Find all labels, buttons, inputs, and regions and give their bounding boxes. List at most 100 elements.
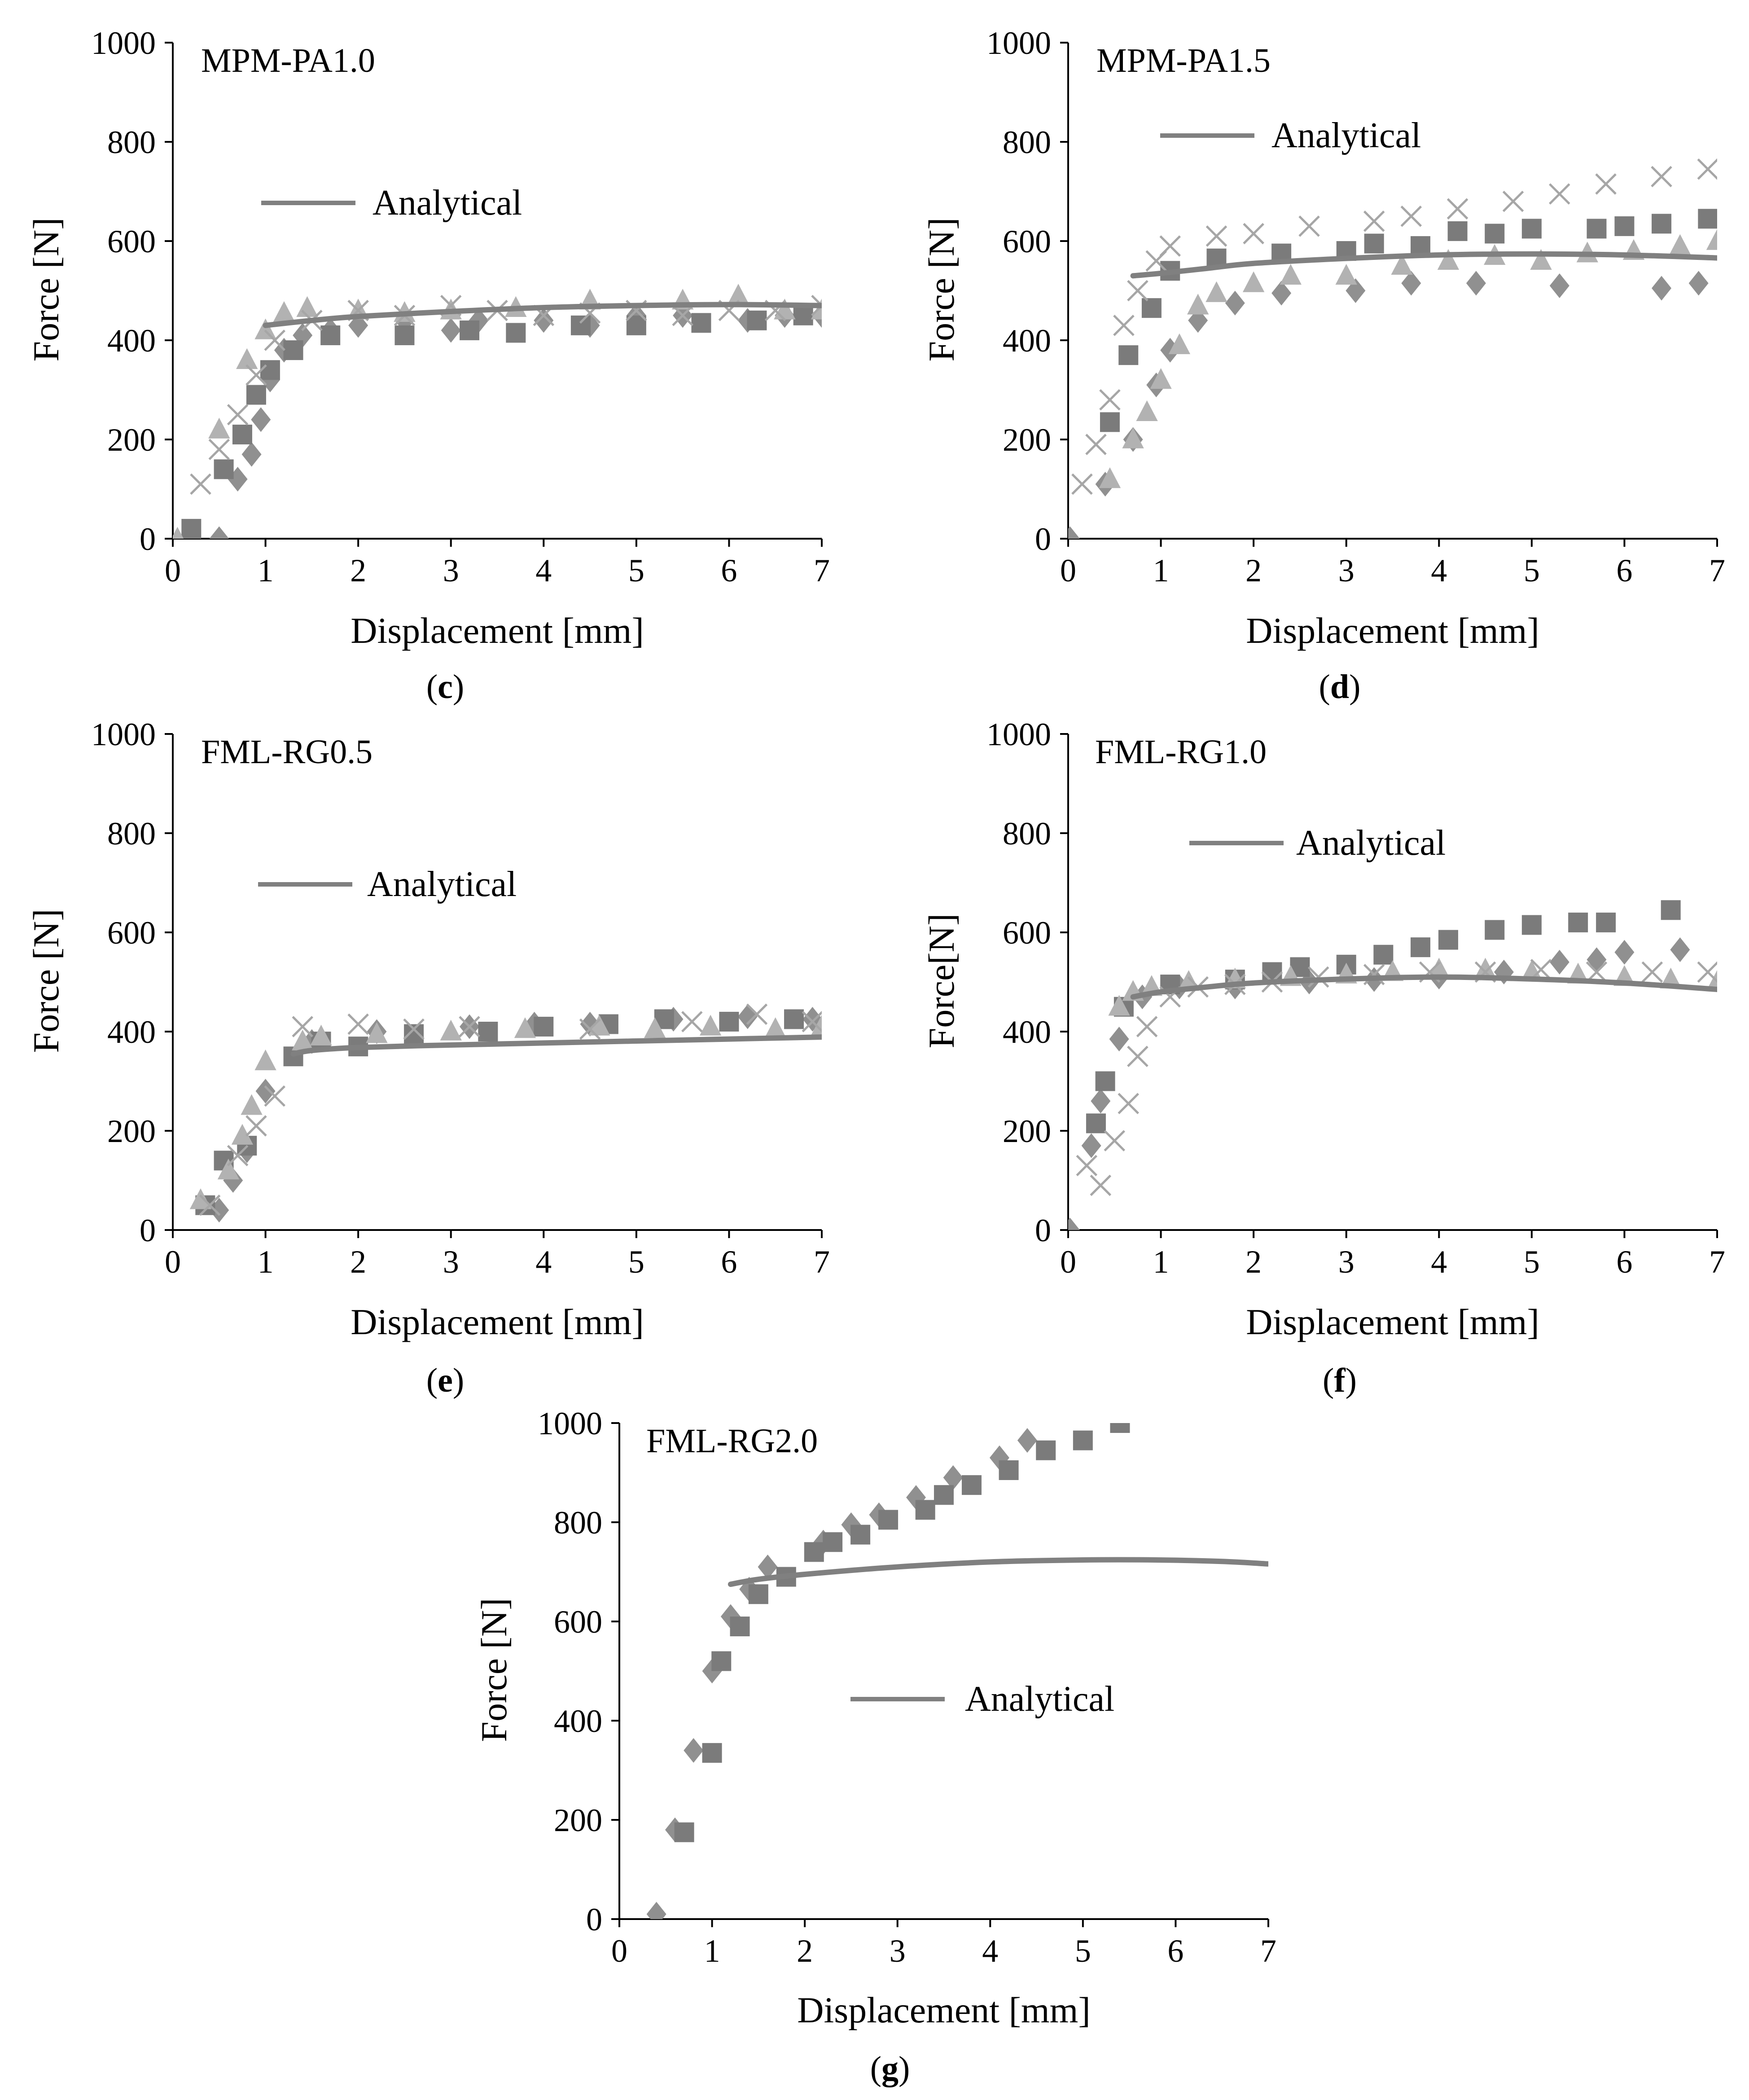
- x-tick-label: 0: [165, 553, 181, 589]
- x-tick-label: 0: [611, 1933, 627, 1969]
- cross-marker: [1104, 1130, 1126, 1151]
- triangle-marker: [440, 1019, 462, 1041]
- y-tick-label: 1000: [986, 716, 1051, 752]
- x-tick-label: 6: [721, 1244, 737, 1280]
- square-marker: [214, 459, 234, 479]
- plot-marks: [173, 284, 822, 539]
- triangle-marker: [1136, 400, 1158, 422]
- diamond-marker: [1466, 271, 1486, 296]
- legend: Analytical: [261, 183, 522, 223]
- triangle-marker: [811, 1015, 822, 1036]
- triangle-marker: [1437, 249, 1460, 270]
- plot-area: 0 1 2 3 4 5 6 7 0 200 400 600 800 1000: [91, 716, 830, 1280]
- square-marker: [1485, 920, 1505, 940]
- square-marker: [1661, 900, 1681, 920]
- square-marker: [747, 310, 767, 330]
- diamond-marker: [1614, 940, 1635, 965]
- y-tick-label: 0: [586, 1902, 602, 1937]
- square-marker: [1447, 221, 1468, 241]
- y-tick-label: 800: [554, 1505, 602, 1541]
- diamond-marker: [1652, 276, 1672, 301]
- x-tick-label: 5: [628, 553, 644, 589]
- y-tick-label: 200: [107, 422, 156, 458]
- diamond-marker: [251, 407, 271, 432]
- cross-marker: [1447, 198, 1468, 220]
- caption-paren-close: ): [1346, 1362, 1357, 1399]
- diamond-marker: [1271, 281, 1292, 306]
- x-tick-label: 5: [1075, 1933, 1091, 1969]
- square-marker: [934, 1485, 954, 1505]
- diamond-marker: [255, 1079, 276, 1104]
- y-axis-title: Force [N]: [921, 217, 962, 361]
- x-tick-label: 5: [1524, 1244, 1540, 1280]
- x-tick-label: 6: [721, 553, 737, 589]
- y-tick-label: 600: [107, 224, 156, 259]
- cross-marker: [1363, 964, 1385, 985]
- triangle-marker: [292, 1029, 314, 1050]
- x-tick-label: 1: [1153, 553, 1169, 589]
- diamond-marker: [1225, 290, 1245, 316]
- diamond-marker: [1549, 273, 1569, 298]
- triangle-marker: [1669, 234, 1691, 255]
- square-marker: [719, 1011, 739, 1032]
- x-tick-label: 7: [814, 553, 830, 589]
- caption-paren-open: (: [1323, 1362, 1334, 1399]
- cross-marker: [459, 1016, 480, 1037]
- x-tick-label: 1: [704, 1933, 720, 1969]
- diamond-marker: [441, 318, 461, 343]
- square-marker: [730, 1617, 750, 1637]
- cross-marker: [1641, 961, 1663, 983]
- x-tick-label: 0: [165, 1244, 181, 1280]
- triangle-marker: [1205, 281, 1227, 302]
- panel-c: 0 1 2 3 4 5 6 7 0 200 400 600 800 1000 MPM-PA1.0 Disp…: [26, 25, 830, 706]
- legend-analytical-label: Analytical: [1271, 116, 1421, 155]
- triangle-marker: [1099, 467, 1121, 488]
- x-tick-label: 3: [1338, 1244, 1354, 1280]
- cross-marker: [1530, 959, 1552, 980]
- plot-marks: [189, 1003, 822, 1223]
- triangle-marker: [241, 1094, 263, 1115]
- y-axis-title: Force [N]: [26, 217, 66, 361]
- triangle-marker: [273, 301, 295, 322]
- diamond-marker: [1081, 1133, 1101, 1158]
- triangle-marker: [208, 417, 230, 439]
- triangle-marker: [1521, 960, 1543, 981]
- cross-marker: [1085, 434, 1107, 455]
- diamond-marker: [1091, 1089, 1111, 1114]
- square-marker: [1698, 209, 1717, 229]
- diamond-marker: [1587, 947, 1607, 972]
- y-axis-title: Force [N]: [26, 909, 66, 1053]
- diamond-marker: [1549, 949, 1569, 975]
- square-marker: [1410, 937, 1430, 958]
- y-tick-label: 400: [1003, 1014, 1051, 1050]
- diamond-marker: [943, 1465, 963, 1490]
- triangle-marker: [189, 1188, 212, 1209]
- cross-marker: [681, 1011, 703, 1032]
- x-tick-label: 2: [350, 1244, 366, 1280]
- y-tick-label: 400: [554, 1703, 602, 1739]
- panel-d: 0 1 2 3 4 5 6 7 0 200 400 600 800 1000 MPM-PA1.5 Disp…: [921, 25, 1725, 706]
- cross-marker: [1549, 183, 1570, 205]
- cross-marker: [746, 1003, 768, 1025]
- square-marker: [478, 1022, 498, 1041]
- x-tick-label: 7: [1260, 1933, 1276, 1969]
- square-marker: [181, 518, 202, 539]
- cross-marker: [1697, 158, 1717, 180]
- square-marker: [1364, 233, 1384, 254]
- x-tick-label: 7: [814, 1244, 830, 1280]
- square-marker: [1095, 1071, 1115, 1091]
- cross-marker: [1363, 211, 1385, 232]
- triangle-marker: [1187, 294, 1209, 315]
- plot-area: 0 1 2 3 4 5 6 7 0 200 400 600 800 1000: [538, 1406, 1276, 1969]
- cross-marker: [1159, 235, 1181, 257]
- cross-marker: [245, 1115, 267, 1137]
- square-marker: [784, 1009, 804, 1029]
- triangle-marker: [1168, 333, 1191, 354]
- cross-marker: [1090, 1174, 1112, 1196]
- legend-analytical-label: Analytical: [367, 865, 517, 904]
- x-tick-label: 6: [1616, 553, 1632, 589]
- y-tick-label: 1000: [91, 25, 156, 61]
- diamond-marker: [1109, 1027, 1129, 1052]
- panel-title: FML-RG0.5: [201, 733, 373, 771]
